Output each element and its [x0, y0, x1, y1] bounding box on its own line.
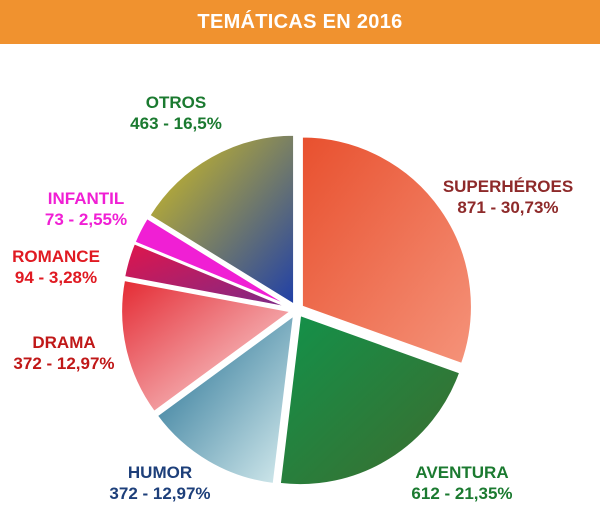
pie-slice-drama [120, 278, 294, 414]
pie-slice-superhéroes [300, 135, 473, 366]
slice-label-romance: ROMANCE [12, 247, 100, 266]
slice-label-superhéroes: SUPERHÉROES [443, 177, 573, 196]
pie-slice-humor [155, 313, 296, 486]
pie-slice-otros [147, 133, 296, 307]
slice-label-humor: HUMOR [128, 463, 192, 482]
slice-label-drama: DRAMA [32, 333, 95, 352]
slice-value-romance: 94 - 3,28% [15, 268, 97, 287]
slice-value-humor: 372 - 12,97% [109, 484, 210, 503]
pie-slice-aventura [278, 313, 462, 487]
slice-value-infantil: 73 - 2,55% [45, 210, 127, 229]
slice-value-drama: 372 - 12,97% [13, 354, 114, 373]
slice-value-aventura: 612 - 21,35% [411, 484, 512, 503]
slice-label-otros: OTROS [146, 93, 206, 112]
chart-title: TEMÁTICAS EN 2016 [0, 0, 600, 44]
slice-value-superhéroes: 871 - 30,73% [457, 198, 558, 217]
slice-value-otros: 463 - 16,5% [130, 114, 222, 133]
slice-label-infantil: INFANTIL [48, 189, 125, 208]
pie-slice-romance [122, 242, 292, 310]
pie-slice-infantil [133, 216, 293, 309]
pie-slices [120, 133, 473, 487]
pie-labels: SUPERHÉROES 871 - 30,73% AVENTURA 612 - 21,… [12, 93, 573, 503]
slice-label-aventura: AVENTURA [415, 463, 508, 482]
